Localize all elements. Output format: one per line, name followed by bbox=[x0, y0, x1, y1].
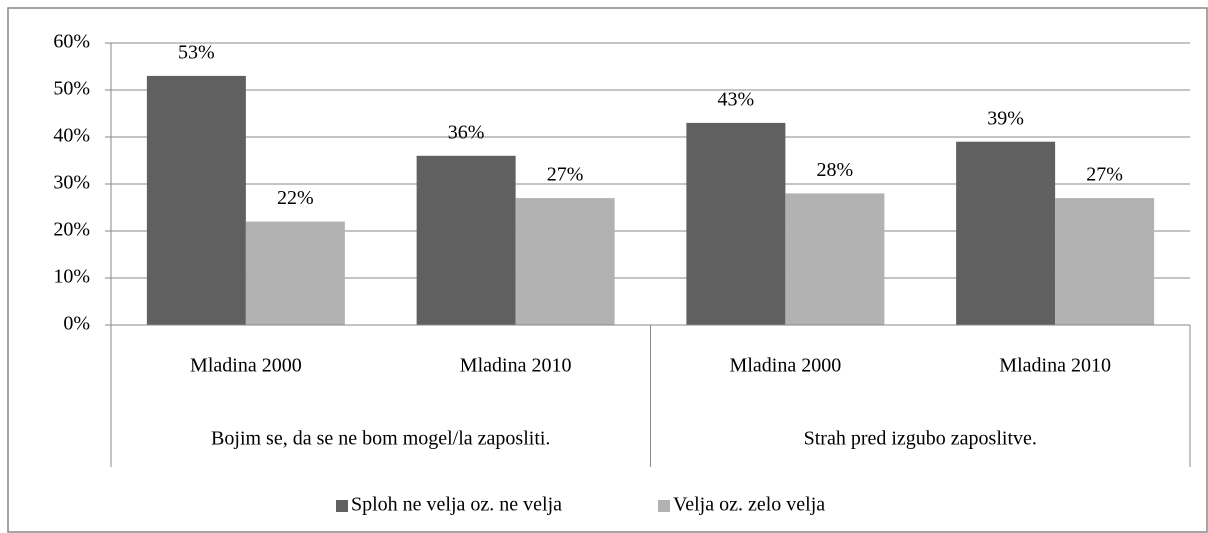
bar bbox=[245, 221, 345, 325]
y-tick-label: 10% bbox=[53, 266, 90, 288]
bar bbox=[686, 122, 786, 326]
y-tick-label: 50% bbox=[53, 78, 90, 100]
data-label: 27% bbox=[1086, 164, 1123, 186]
bar bbox=[785, 193, 885, 325]
bar bbox=[146, 75, 246, 326]
y-tick-label: 40% bbox=[53, 125, 90, 147]
data-label: 22% bbox=[277, 187, 314, 209]
group-label: Bojim se, da se ne bom mogel/la zaposlit… bbox=[211, 428, 550, 450]
y-tick-label: 30% bbox=[53, 172, 90, 194]
data-label: 27% bbox=[547, 164, 584, 186]
bar bbox=[416, 155, 516, 325]
legend-marker bbox=[658, 500, 670, 512]
x-tick-label: Mladina 2000 bbox=[190, 355, 302, 377]
y-tick-label: 0% bbox=[63, 313, 90, 335]
y-tick-label: 60% bbox=[53, 31, 90, 53]
bar bbox=[956, 141, 1056, 325]
legend-label: Velja oz. zelo velja bbox=[673, 494, 825, 516]
data-label: 43% bbox=[718, 88, 755, 110]
legend-label: Sploh ne velja oz. ne velja bbox=[351, 494, 562, 516]
y-tick-label: 20% bbox=[53, 219, 90, 241]
x-tick-label: Mladina 2010 bbox=[999, 355, 1111, 377]
data-label: 36% bbox=[448, 121, 485, 143]
data-label: 28% bbox=[817, 159, 854, 181]
legend-marker bbox=[336, 500, 348, 512]
data-label: 53% bbox=[178, 41, 215, 63]
data-label: 39% bbox=[987, 107, 1024, 129]
group-label: Strah pred izgubo zaposlitve. bbox=[804, 428, 1037, 450]
bar bbox=[515, 198, 615, 325]
bar bbox=[1055, 198, 1155, 325]
x-tick-label: Mladina 2010 bbox=[460, 355, 572, 377]
x-tick-label: Mladina 2000 bbox=[730, 355, 842, 377]
